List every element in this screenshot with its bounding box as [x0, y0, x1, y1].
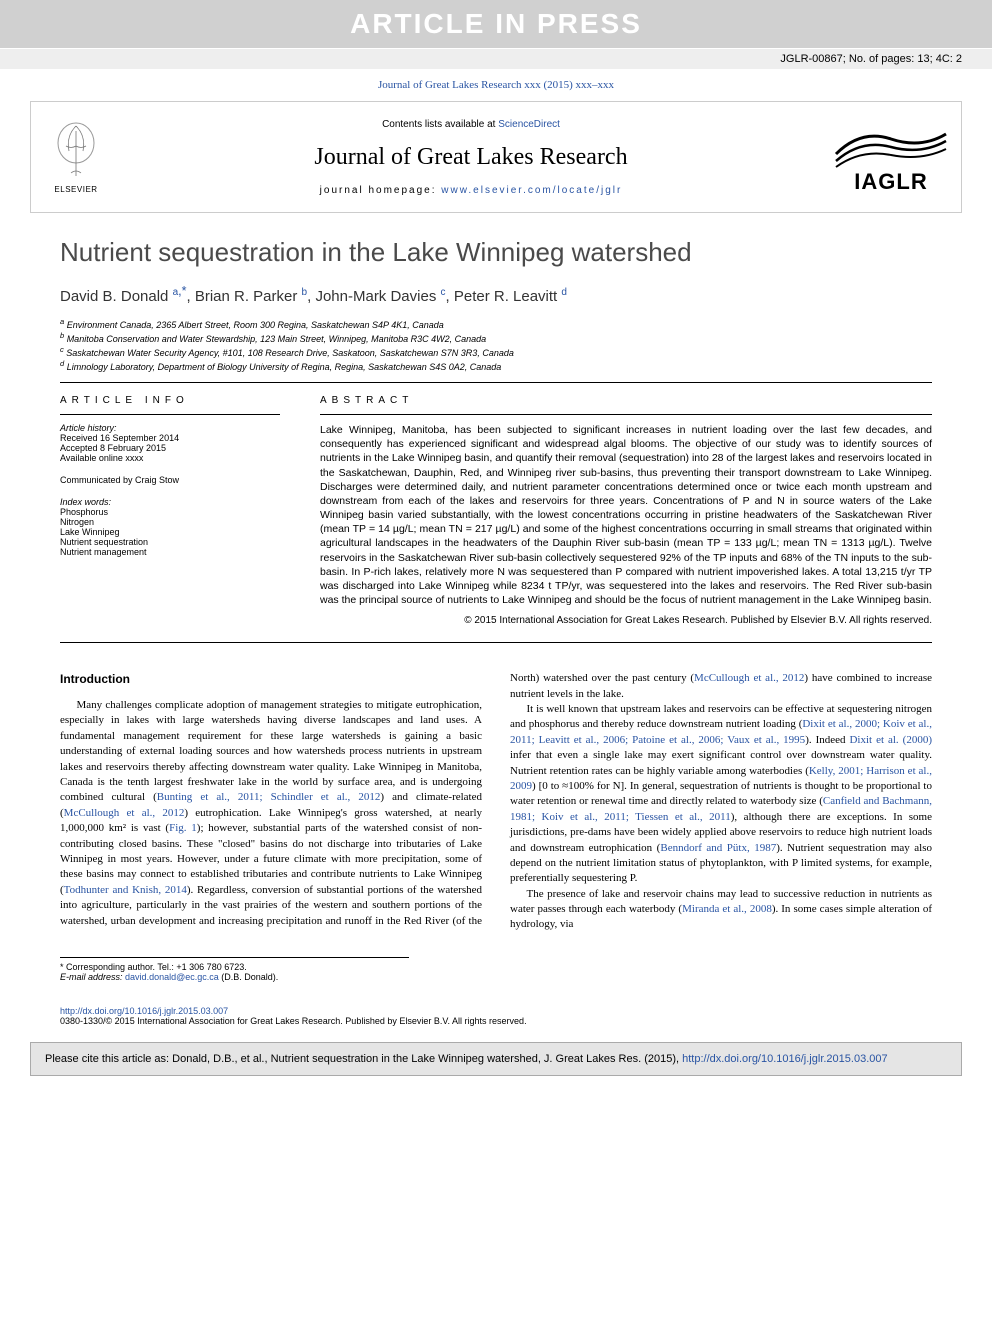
article-in-press-banner: ARTICLE IN PRESS	[0, 0, 992, 49]
author-4-sup: d	[561, 287, 567, 298]
footnotes: * Corresponding author. Tel.: +1 306 780…	[60, 957, 409, 982]
rule-2	[60, 642, 932, 643]
author-2-sup: b	[302, 287, 308, 298]
affil-c: c Saskatchewan Water Security Agency, #1…	[60, 345, 932, 358]
corr-star-icon: ,*	[178, 284, 186, 298]
affil-b: b Manitoba Conservation and Water Stewar…	[60, 331, 932, 344]
body-columns: Introduction Many challenges complicate …	[60, 671, 932, 933]
cite-benndorf[interactable]: Benndorf and Pütx, 1987	[660, 842, 776, 854]
abstract-copyright: © 2015 International Association for Gre…	[320, 615, 932, 626]
rule-info	[60, 414, 280, 415]
keyword-1: Phosphorus	[60, 507, 280, 517]
iaglr-label: IAGLR	[854, 169, 927, 195]
iaglr-wave-icon	[831, 119, 951, 169]
body-p3: The presence of lake and reservoir chain…	[510, 887, 932, 933]
communicated-by: Communicated by Craig Stow	[60, 475, 280, 485]
email-line: E-mail address: david.donald@ec.gc.ca (D…	[60, 972, 409, 982]
cite-todhunter[interactable]: Todhunter and Knish, 2014	[64, 884, 187, 896]
accepted-date: Accepted 8 February 2015	[60, 443, 280, 453]
email-attrib: (D.B. Donald).	[221, 972, 278, 982]
elsevier-logo: ELSEVIER	[31, 102, 121, 212]
author-4[interactable]: Peter R. Leavitt	[454, 288, 557, 305]
keyword-3: Lake Winnipeg	[60, 527, 280, 537]
available-date: Available online xxxx	[60, 453, 280, 463]
introduction-heading: Introduction	[60, 671, 482, 688]
article-history: Article history: Received 16 September 2…	[60, 423, 280, 463]
homepage-line: journal homepage: www.elsevier.com/locat…	[131, 185, 811, 196]
article-info-column: article info Article history: Received 1…	[60, 395, 280, 626]
received-date: Received 16 September 2014	[60, 433, 280, 443]
cite-box: Please cite this article as: Donald, D.B…	[30, 1042, 962, 1076]
body-p2: It is well known that upstream lakes and…	[510, 702, 932, 887]
author-1[interactable]: David B. Donald	[60, 288, 168, 305]
contents-line: Contents lists available at ScienceDirec…	[131, 119, 811, 130]
cite-mccullough-1[interactable]: McCullough et al., 2012	[64, 807, 185, 819]
elsevier-tree-icon	[51, 121, 101, 181]
keyword-4: Nutrient sequestration	[60, 537, 280, 547]
info-abstract-row: article info Article history: Received 1…	[60, 395, 932, 626]
bottom-meta: http://dx.doi.org/10.1016/j.jglr.2015.03…	[60, 1006, 932, 1026]
history-label: Article history:	[60, 423, 280, 433]
iaglr-logo: IAGLR	[821, 102, 961, 212]
aip-text: ARTICLE IN PRESS	[350, 8, 642, 39]
email-label: E-mail address:	[60, 972, 123, 982]
keyword-5: Nutrient management	[60, 547, 280, 557]
cite-prefix: Please cite this article as: Donald, D.B…	[45, 1053, 682, 1065]
cite-dixit-2[interactable]: Dixit et al. (2000)	[849, 734, 932, 746]
cite-miranda[interactable]: Miranda et al., 2008	[682, 903, 772, 915]
affiliations: a Environment Canada, 2365 Albert Street…	[60, 317, 932, 372]
abstract-text: Lake Winnipeg, Manitoba, has been subjec…	[320, 423, 932, 607]
abstract-header: abstract	[320, 395, 932, 406]
cite-mccullough-2[interactable]: McCullough et al., 2012	[694, 672, 804, 684]
journal-name: Journal of Great Lakes Research	[131, 144, 811, 171]
corr-email-link[interactable]: david.donald@ec.gc.ca	[125, 972, 219, 982]
header-center: Contents lists available at ScienceDirec…	[121, 109, 821, 206]
affil-a: a Environment Canada, 2365 Albert Street…	[60, 317, 932, 330]
index-words-label: Index words:	[60, 497, 280, 507]
journal-reference-top: Journal of Great Lakes Research xxx (201…	[0, 69, 992, 101]
corr-author-note: * Corresponding author. Tel.: +1 306 780…	[60, 962, 409, 972]
sciencedirect-link[interactable]: ScienceDirect	[498, 119, 560, 130]
article-title: Nutrient sequestration in the Lake Winni…	[60, 237, 932, 268]
homepage-prefix: journal homepage:	[320, 185, 442, 196]
rule-1	[60, 382, 932, 383]
elsevier-label: ELSEVIER	[54, 185, 97, 194]
cite-bunting[interactable]: Bunting et al., 2011; Schindler et al., …	[157, 791, 381, 803]
article-id-bar: JGLR-00867; No. of pages: 13; 4C: 2	[0, 49, 992, 69]
abstract-column: abstract Lake Winnipeg, Manitoba, has be…	[320, 395, 932, 626]
doi-link[interactable]: http://dx.doi.org/10.1016/j.jglr.2015.03…	[60, 1006, 228, 1016]
issn-copyright: 0380-1330/© 2015 International Associati…	[60, 1016, 932, 1026]
body-section: Introduction Many challenges complicate …	[60, 671, 932, 933]
keyword-2: Nitrogen	[60, 517, 280, 527]
author-2[interactable]: Brian R. Parker	[195, 288, 298, 305]
cite-doi-link[interactable]: http://dx.doi.org/10.1016/j.jglr.2015.03…	[682, 1053, 888, 1065]
keywords-block: Index words: Phosphorus Nitrogen Lake Wi…	[60, 497, 280, 557]
author-3[interactable]: John-Mark Davies	[315, 288, 436, 305]
cite-fig1[interactable]: Fig. 1	[169, 822, 197, 834]
contents-prefix: Contents lists available at	[382, 119, 498, 130]
affil-d: d Limnology Laboratory, Department of Bi…	[60, 359, 932, 372]
journal-header-box: ELSEVIER Contents lists available at Sci…	[30, 101, 962, 213]
rule-abstract	[320, 414, 932, 415]
homepage-link[interactable]: www.elsevier.com/locate/jglr	[441, 185, 622, 196]
author-3-sup: c	[441, 287, 446, 298]
article-info-header: article info	[60, 395, 280, 406]
authors-line: David B. Donald a,*, Brian R. Parker b, …	[60, 284, 932, 305]
